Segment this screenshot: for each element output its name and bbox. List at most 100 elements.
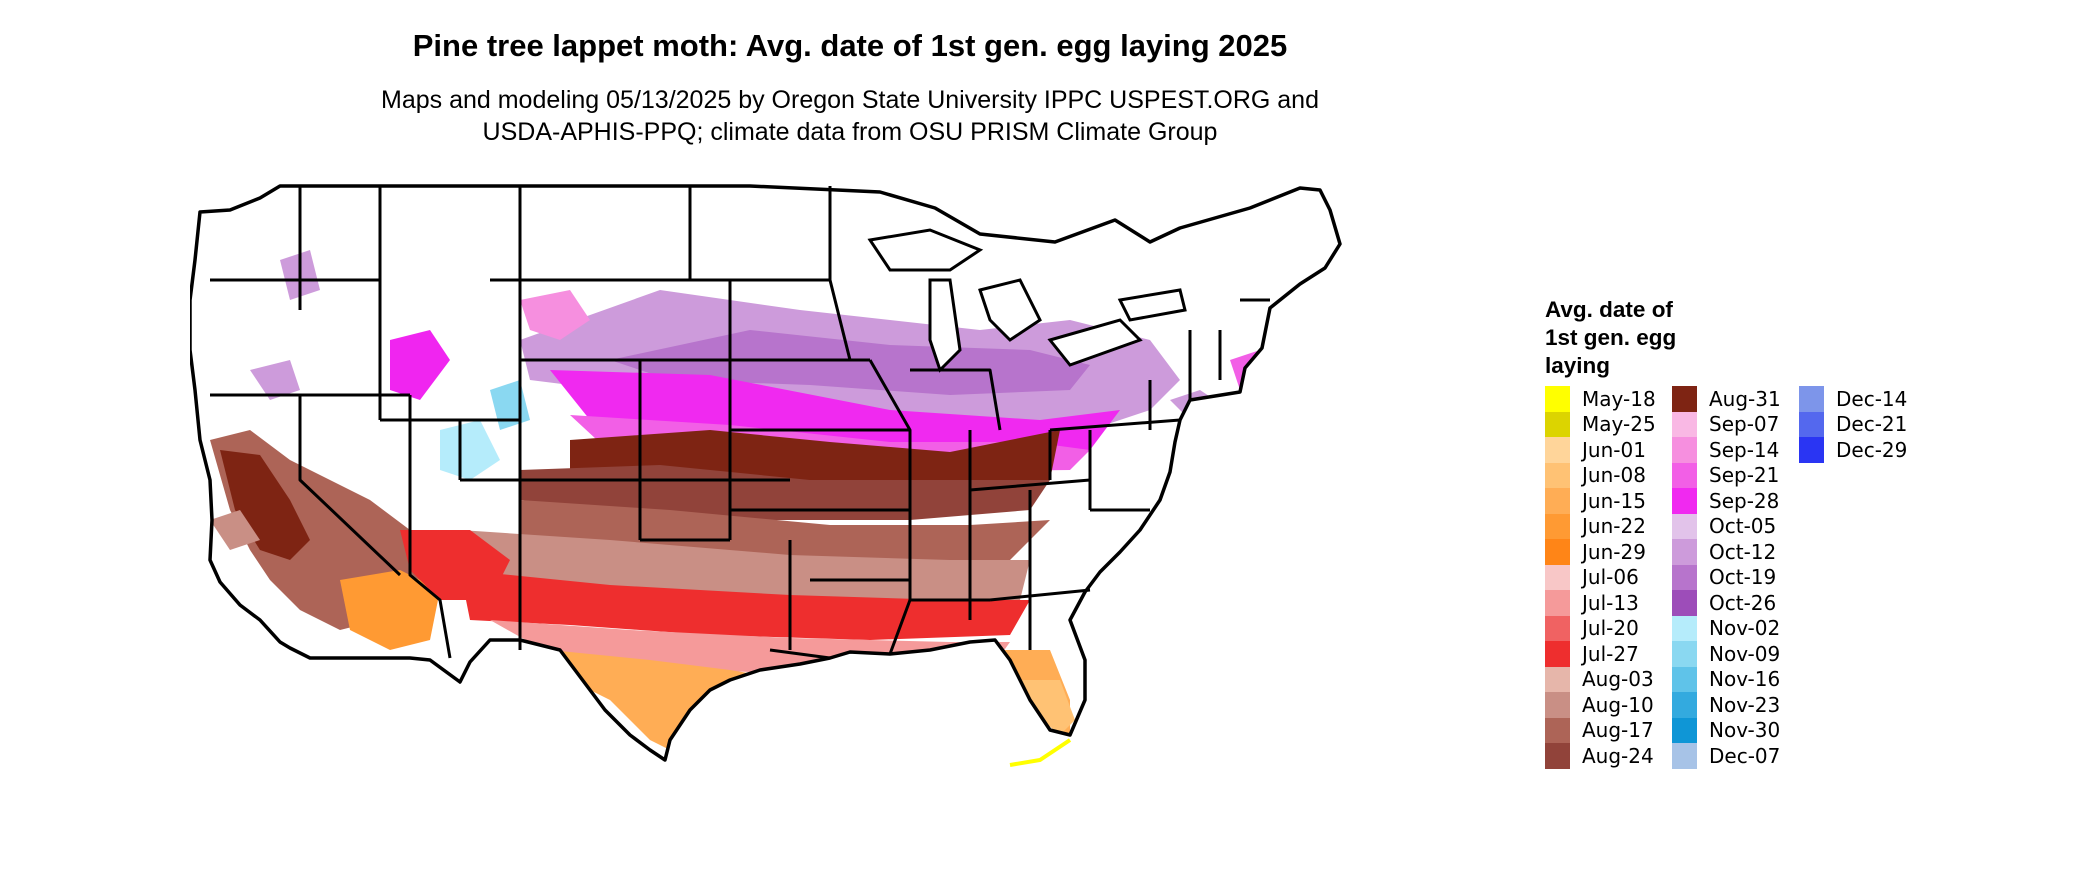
legend-label: Oct-05 <box>1709 514 1777 539</box>
legend-column: Aug-31 Sep-07 Sep-14 Sep-21 Sep-28 Oct-05 Oct-… <box>1672 386 1799 769</box>
legend-label: Jun-22 <box>1582 514 1646 539</box>
legend-label: Aug-17 <box>1582 718 1654 743</box>
legend-item: Jul-06 <box>1545 564 1672 590</box>
legend-swatch <box>1545 513 1570 539</box>
legend-item: Dec-14 <box>1799 386 1926 412</box>
legend-label: May-18 <box>1582 386 1656 411</box>
map-subtitle: Maps and modeling 05/13/2025 by Oregon S… <box>0 84 1700 148</box>
legend-swatch <box>1672 692 1697 718</box>
legend-item: May-25 <box>1545 411 1672 437</box>
legend-item: Jun-29 <box>1545 539 1672 565</box>
legend-item: Jun-22 <box>1545 513 1672 539</box>
legend-label: Sep-07 <box>1709 412 1780 437</box>
legend-label: Jun-29 <box>1582 539 1646 564</box>
legend-item: Aug-03 <box>1545 666 1672 692</box>
legend-item: Aug-31 <box>1672 386 1799 412</box>
legend-item: Dec-21 <box>1799 411 1926 437</box>
legend-swatch <box>1545 743 1570 769</box>
legend-label: Nov-16 <box>1709 667 1781 692</box>
legend-swatch <box>1672 564 1697 590</box>
legend-item: Jul-20 <box>1545 615 1672 641</box>
legend-swatch <box>1672 641 1697 667</box>
legend-label: Dec-14 <box>1836 386 1908 411</box>
legend-swatch <box>1545 539 1570 565</box>
subtitle-line-2: USDA-APHIS-PPQ; climate data from OSU PR… <box>482 118 1218 146</box>
legend-item: Nov-16 <box>1672 666 1799 692</box>
legend-swatch <box>1672 590 1697 616</box>
legend-item: Oct-19 <box>1672 564 1799 590</box>
legend-item: Dec-29 <box>1799 437 1926 463</box>
legend-item: Sep-28 <box>1672 488 1799 514</box>
legend-item: Jul-27 <box>1545 641 1672 667</box>
legend-label: Jun-08 <box>1582 463 1646 488</box>
legend-title-line-3: laying <box>1545 353 1611 378</box>
legend-title-line-2: 1st gen. egg <box>1545 325 1677 350</box>
legend-item: Nov-02 <box>1672 615 1799 641</box>
legend-swatch <box>1799 437 1824 463</box>
legend-item: Nov-23 <box>1672 692 1799 718</box>
legend-swatch <box>1545 564 1570 590</box>
legend-title-line-1: Avg. date of <box>1545 297 1673 322</box>
legend-label: Nov-23 <box>1709 692 1781 717</box>
legend-label: Jun-01 <box>1582 437 1646 462</box>
legend-label: Jul-20 <box>1582 616 1639 641</box>
us-map <box>190 184 1342 767</box>
legend-label: Oct-12 <box>1709 539 1777 564</box>
legend-label: Jul-13 <box>1582 590 1639 615</box>
legend-swatch <box>1545 437 1570 463</box>
subtitle-line-1: Maps and modeling 05/13/2025 by Oregon S… <box>381 86 1319 114</box>
legend-label: Nov-09 <box>1709 641 1781 666</box>
legend-item: Oct-26 <box>1672 590 1799 616</box>
legend-item: Sep-07 <box>1672 411 1799 437</box>
legend-item: Sep-14 <box>1672 437 1799 463</box>
legend-swatch <box>1545 666 1570 692</box>
legend-swatch <box>1545 692 1570 718</box>
legend-swatch <box>1545 488 1570 514</box>
legend-column: Dec-14 Dec-21 Dec-29 <box>1799 386 1926 769</box>
legend-label: Aug-03 <box>1582 667 1654 692</box>
legend-label: Sep-21 <box>1709 463 1780 488</box>
legend-swatch <box>1672 615 1697 641</box>
legend-swatch <box>1672 513 1697 539</box>
legend-item: Sep-21 <box>1672 462 1799 488</box>
legend-item: Aug-17 <box>1545 717 1672 743</box>
map-title: Pine tree lappet moth: Avg. date of 1st … <box>412 28 1288 63</box>
legend-swatch <box>1672 666 1697 692</box>
legend-swatch <box>1799 386 1824 412</box>
legend-label: Aug-31 <box>1709 386 1781 411</box>
legend-swatch <box>1545 717 1570 743</box>
legend-item: Jun-08 <box>1545 462 1672 488</box>
legend-swatch <box>1672 411 1697 437</box>
legend-item: May-18 <box>1545 386 1672 412</box>
legend-label: Nov-02 <box>1709 616 1781 641</box>
legend-item: Aug-24 <box>1545 743 1672 769</box>
legend-swatch <box>1545 386 1570 412</box>
legend-label: Jul-27 <box>1582 641 1639 666</box>
legend: May-18 May-25 Jun-01 Jun-08 Jun-15 Jun-22 Jun-… <box>1545 386 1926 769</box>
legend-swatch <box>1672 488 1697 514</box>
legend-label: Sep-14 <box>1709 437 1780 462</box>
legend-label: Aug-24 <box>1582 743 1654 768</box>
legend-swatch <box>1672 437 1697 463</box>
legend-swatch <box>1799 411 1824 437</box>
legend-label: Jun-15 <box>1582 488 1646 513</box>
legend-label: Dec-21 <box>1836 412 1908 437</box>
legend-item: Nov-30 <box>1672 717 1799 743</box>
legend-item: Jul-13 <box>1545 590 1672 616</box>
legend-label: Oct-26 <box>1709 590 1777 615</box>
legend-item: Dec-07 <box>1672 743 1799 769</box>
legend-label: Dec-29 <box>1836 437 1908 462</box>
legend-item: Jun-15 <box>1545 488 1672 514</box>
legend-swatch <box>1545 615 1570 641</box>
legend-label: Nov-30 <box>1709 718 1781 743</box>
legend-swatch <box>1545 462 1570 488</box>
legend-swatch <box>1545 590 1570 616</box>
legend-label: Jul-06 <box>1582 565 1639 590</box>
legend-swatch <box>1672 386 1697 412</box>
legend-label: Aug-10 <box>1582 692 1654 717</box>
legend-swatch <box>1672 539 1697 565</box>
legend-item: Aug-10 <box>1545 692 1672 718</box>
legend-column: May-18 May-25 Jun-01 Jun-08 Jun-15 Jun-22 Jun-… <box>1545 386 1672 769</box>
legend-swatch <box>1672 717 1697 743</box>
legend-swatch <box>1545 411 1570 437</box>
